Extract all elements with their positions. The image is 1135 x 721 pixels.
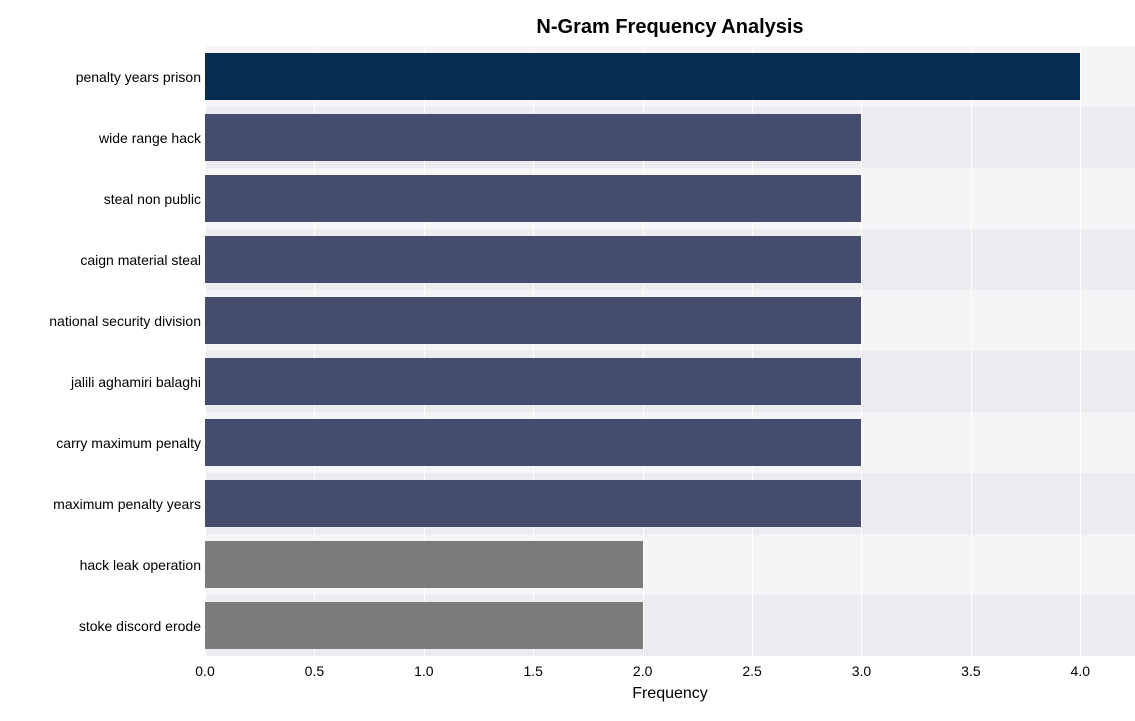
- y-axis-label: carry maximum penalty: [56, 435, 201, 451]
- y-axis-label: national security division: [49, 313, 201, 329]
- gridline: [1080, 46, 1081, 656]
- y-axis-label: stoke discord erode: [79, 618, 201, 634]
- bar: [205, 114, 861, 161]
- bar: [205, 419, 861, 466]
- y-axis-label: hack leak operation: [80, 557, 201, 573]
- y-axis-label: steal non public: [104, 191, 201, 207]
- y-axis-label: caign material steal: [80, 252, 201, 268]
- gridline: [971, 46, 972, 656]
- y-axis-label: penalty years prison: [76, 69, 201, 85]
- bar: [205, 358, 861, 405]
- x-axis-tick: 1.0: [414, 663, 433, 679]
- plot-area: [205, 46, 1135, 656]
- bar: [205, 53, 1080, 100]
- chart-container: N-Gram Frequency Analysis Frequency pena…: [10, 10, 1135, 711]
- bar: [205, 175, 861, 222]
- x-axis-tick: 2.0: [633, 663, 652, 679]
- bar: [205, 602, 643, 649]
- y-axis-label: jalili aghamiri balaghi: [71, 374, 201, 390]
- y-axis-label: wide range hack: [99, 130, 201, 146]
- y-axis-label: maximum penalty years: [53, 496, 201, 512]
- x-axis-tick: 0.0: [195, 663, 214, 679]
- x-axis-tick: 4.0: [1071, 663, 1090, 679]
- x-axis-tick: 1.5: [524, 663, 543, 679]
- x-axis-tick: 3.0: [852, 663, 871, 679]
- bar: [205, 297, 861, 344]
- x-axis-tick: 0.5: [305, 663, 324, 679]
- x-axis-title: Frequency: [205, 685, 1135, 703]
- chart-title: N-Gram Frequency Analysis: [205, 16, 1135, 39]
- gridline: [861, 46, 862, 656]
- bar: [205, 480, 861, 527]
- bar: [205, 236, 861, 283]
- bar: [205, 541, 643, 588]
- x-axis-tick: 2.5: [742, 663, 761, 679]
- x-axis-tick: 3.5: [961, 663, 980, 679]
